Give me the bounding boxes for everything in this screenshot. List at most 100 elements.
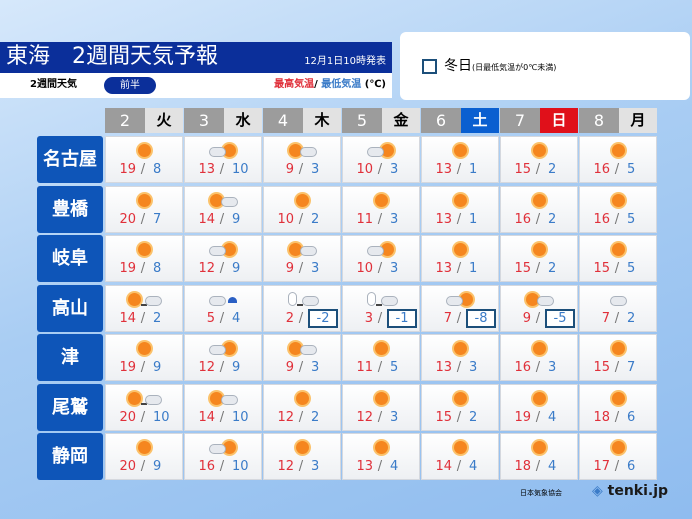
arrow-icon bbox=[297, 303, 303, 306]
separator: / bbox=[614, 261, 620, 276]
sun-icon bbox=[533, 144, 546, 157]
city-name: 高山 bbox=[37, 284, 103, 332]
credit: 日本気象協会 bbox=[520, 489, 562, 497]
separator: / bbox=[140, 310, 146, 326]
forecast-cell: 20/ 10 bbox=[105, 383, 183, 431]
low-temp: -5 bbox=[545, 308, 575, 328]
forecast-cell: 11/ 3 bbox=[342, 185, 420, 233]
high-temp: 16 bbox=[593, 162, 610, 177]
forecast-cell: 7/-8 bbox=[421, 284, 499, 332]
sun-icon bbox=[138, 441, 151, 454]
cloud-icon bbox=[446, 295, 463, 306]
sun-icon bbox=[612, 144, 625, 157]
low-temp: 9 bbox=[153, 459, 162, 474]
cloudy-sunny-icon bbox=[207, 239, 241, 259]
high-temp: 14 bbox=[119, 310, 136, 326]
separator: / bbox=[614, 162, 620, 177]
high-temp: 7 bbox=[601, 310, 610, 326]
forecast-cell: 16/ 2 bbox=[500, 185, 578, 233]
sun-icon bbox=[296, 441, 309, 454]
low-temp: 4 bbox=[548, 459, 557, 474]
low-temp: 5 bbox=[390, 360, 399, 375]
high-temp: 20 bbox=[119, 459, 136, 474]
cloud-icon bbox=[300, 246, 317, 256]
city-row: 名古屋 19 / 8 13 / 10 9 / 3 10 / 3 13 / 1 15 / 2 16 / 5 bbox=[37, 136, 658, 183]
low-temp: 10 bbox=[232, 459, 249, 474]
separator: / bbox=[140, 360, 146, 375]
high-temp: 16 bbox=[514, 360, 531, 375]
low-temp: 3 bbox=[390, 211, 399, 227]
separator: / bbox=[377, 459, 383, 474]
high-temp: 15 bbox=[435, 409, 452, 425]
separator: / bbox=[298, 261, 304, 276]
weekday: 月 bbox=[619, 108, 657, 133]
separator: / bbox=[140, 459, 146, 474]
sun-icon bbox=[128, 292, 141, 306]
high-temp: 12 bbox=[198, 261, 215, 276]
separator: / bbox=[456, 409, 462, 425]
title-bar: 東海 2週間天気予報 12月1日10時発表 bbox=[0, 42, 392, 73]
low-temp: 5 bbox=[627, 162, 636, 177]
forecast-cell: 15/2 bbox=[500, 235, 578, 282]
sunny-icon bbox=[444, 338, 478, 358]
city-name: 豊橋 bbox=[37, 185, 103, 233]
day-number: 4 bbox=[263, 108, 303, 133]
separator: / bbox=[298, 360, 304, 375]
sunny-icon bbox=[602, 239, 636, 259]
sunny-icon bbox=[602, 437, 636, 457]
sun-icon bbox=[533, 391, 546, 405]
temp-legend: 最高気温/ 最低気温 (℃) bbox=[274, 79, 386, 91]
separator: / bbox=[377, 310, 383, 326]
sun-icon bbox=[533, 193, 546, 207]
low-temp: 9 bbox=[232, 360, 241, 375]
forecast-cell: 15/2 bbox=[421, 383, 499, 431]
separator: / bbox=[219, 261, 225, 276]
cloud-icon bbox=[145, 295, 162, 306]
forecast-cell: 12 / 9 bbox=[184, 235, 262, 282]
separator: / bbox=[377, 211, 383, 227]
high-temp: 15 bbox=[593, 261, 610, 276]
sunny-icon bbox=[444, 140, 478, 160]
sun-icon bbox=[533, 342, 546, 355]
separator: / bbox=[377, 261, 383, 276]
forecast-cell: 19 / 9 bbox=[105, 334, 183, 381]
forecast-cell: 14/ 9 bbox=[184, 185, 262, 233]
low-temp: 4 bbox=[469, 459, 478, 474]
cloud-icon bbox=[209, 345, 226, 355]
sun-icon bbox=[526, 292, 539, 306]
high-temp: 10 bbox=[356, 162, 373, 177]
low-temp: 3 bbox=[548, 360, 557, 375]
sunny-then-cloudy-icon bbox=[128, 388, 162, 408]
tenki-logo: ◈ tenki.jp bbox=[592, 482, 668, 500]
sunny-icon bbox=[286, 388, 320, 408]
sun-icon bbox=[375, 441, 388, 454]
forecast-cell: 15 / 5 bbox=[579, 235, 657, 282]
low-temp-label: 最低気温 bbox=[321, 79, 362, 90]
day-number: 2 bbox=[105, 108, 145, 133]
day-number: 5 bbox=[342, 108, 382, 133]
legend-box: 冬日(日最低気温が0℃未満) bbox=[400, 32, 690, 100]
sunny-icon bbox=[286, 190, 320, 210]
sunny-icon bbox=[128, 140, 162, 160]
high-temp: 15 bbox=[593, 360, 610, 375]
sun-icon bbox=[381, 243, 394, 256]
low-temp: 9 bbox=[232, 211, 241, 227]
low-temp: 3 bbox=[311, 162, 320, 177]
cloud-icon bbox=[209, 246, 226, 256]
high-temp-label: 最高気温 bbox=[274, 79, 315, 90]
low-temp: 4 bbox=[232, 310, 241, 326]
high-temp: 16 bbox=[198, 459, 215, 474]
sun-icon bbox=[612, 193, 625, 207]
low-temp: 2 bbox=[548, 162, 557, 177]
separator: / bbox=[314, 79, 318, 90]
forecast-cell: 16 / 3 bbox=[500, 334, 578, 381]
arrow-icon bbox=[141, 402, 147, 405]
sun-icon bbox=[612, 243, 625, 256]
sunny-icon bbox=[128, 437, 162, 457]
sunny-then-cloudy-icon bbox=[128, 289, 162, 309]
sun-icon bbox=[454, 342, 467, 355]
sun-icon bbox=[223, 342, 236, 355]
